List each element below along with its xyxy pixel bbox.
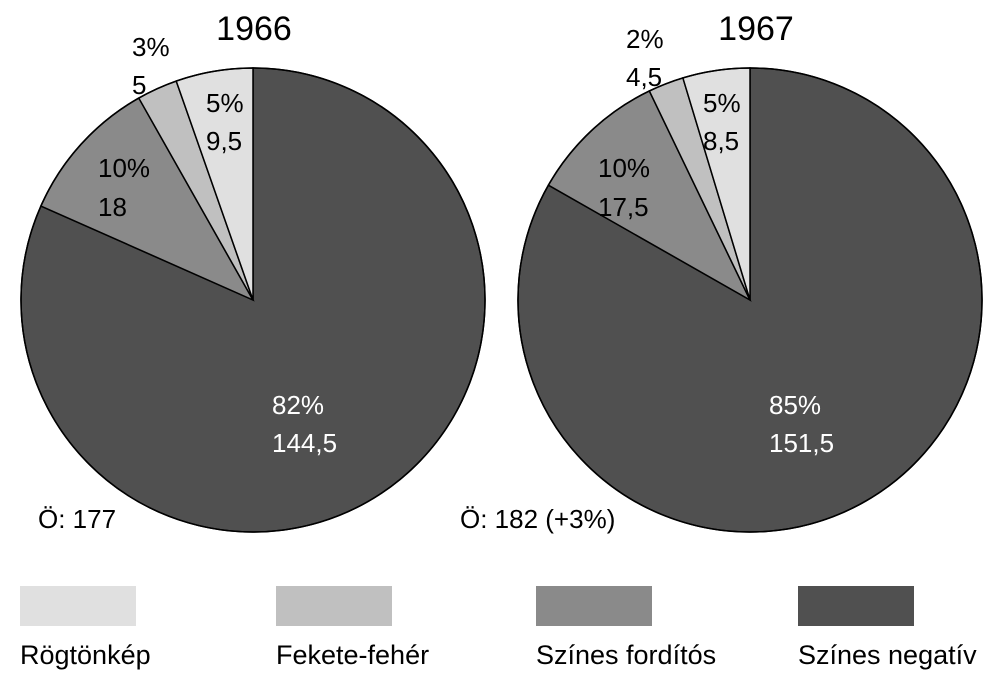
legend-label-szines-forditos: Színes fordítós: [536, 640, 717, 670]
slice-value-label: 8,5: [703, 126, 739, 156]
legend-swatch-fekete-feher: [276, 586, 392, 626]
slice-value-label: 144,5: [272, 428, 337, 458]
slice-value-label: 4,5: [626, 62, 662, 92]
slice-value-label: 17,5: [598, 192, 649, 222]
slice-percent-label: 10%: [98, 153, 150, 183]
pie-outline: [20, 67, 486, 533]
pie-1967: 1967 85% 151,5 10% 17,5 2% 4,5 5% 8,5 Ö: 182 (+3%…: [460, 10, 983, 534]
slice-value-label: 151,5: [769, 428, 834, 458]
slice-percent-label: 3%: [132, 32, 170, 62]
slice-value-label: 18: [98, 192, 127, 222]
legend-label-fekete-feher: Fekete-fehér: [276, 640, 430, 670]
pie-total-label: Ö: 177: [38, 504, 116, 534]
legend-label-szines-negativ: Színes negatív: [798, 640, 977, 670]
pie-outline: [517, 67, 983, 533]
pie-title: 1966: [216, 10, 292, 48]
legend-swatch-rogtonkep: [20, 586, 136, 626]
legend-swatch-szines-negativ: [798, 586, 914, 626]
slice-percent-label: 5%: [206, 88, 244, 118]
slice-percent-label: 10%: [598, 153, 650, 183]
pie-total-label: Ö: 182 (+3%): [460, 504, 615, 534]
legend-swatch-szines-forditos: [536, 586, 652, 626]
legend-label-rogtonkep: Rögtönkép: [20, 640, 151, 670]
slice-value-label: 9,5: [206, 126, 242, 156]
slice-percent-label: 82%: [272, 390, 324, 420]
slice-percent-label: 2%: [626, 24, 664, 54]
slice-percent-label: 5%: [703, 88, 741, 118]
slice-value-label: 5: [132, 70, 146, 100]
pie-title: 1967: [718, 10, 794, 48]
pie-1966: 1966 82% 144,5 10% 18 3% 5 5% 9,5 Ö: 177: [20, 10, 486, 534]
slice-percent-label: 85%: [769, 390, 821, 420]
